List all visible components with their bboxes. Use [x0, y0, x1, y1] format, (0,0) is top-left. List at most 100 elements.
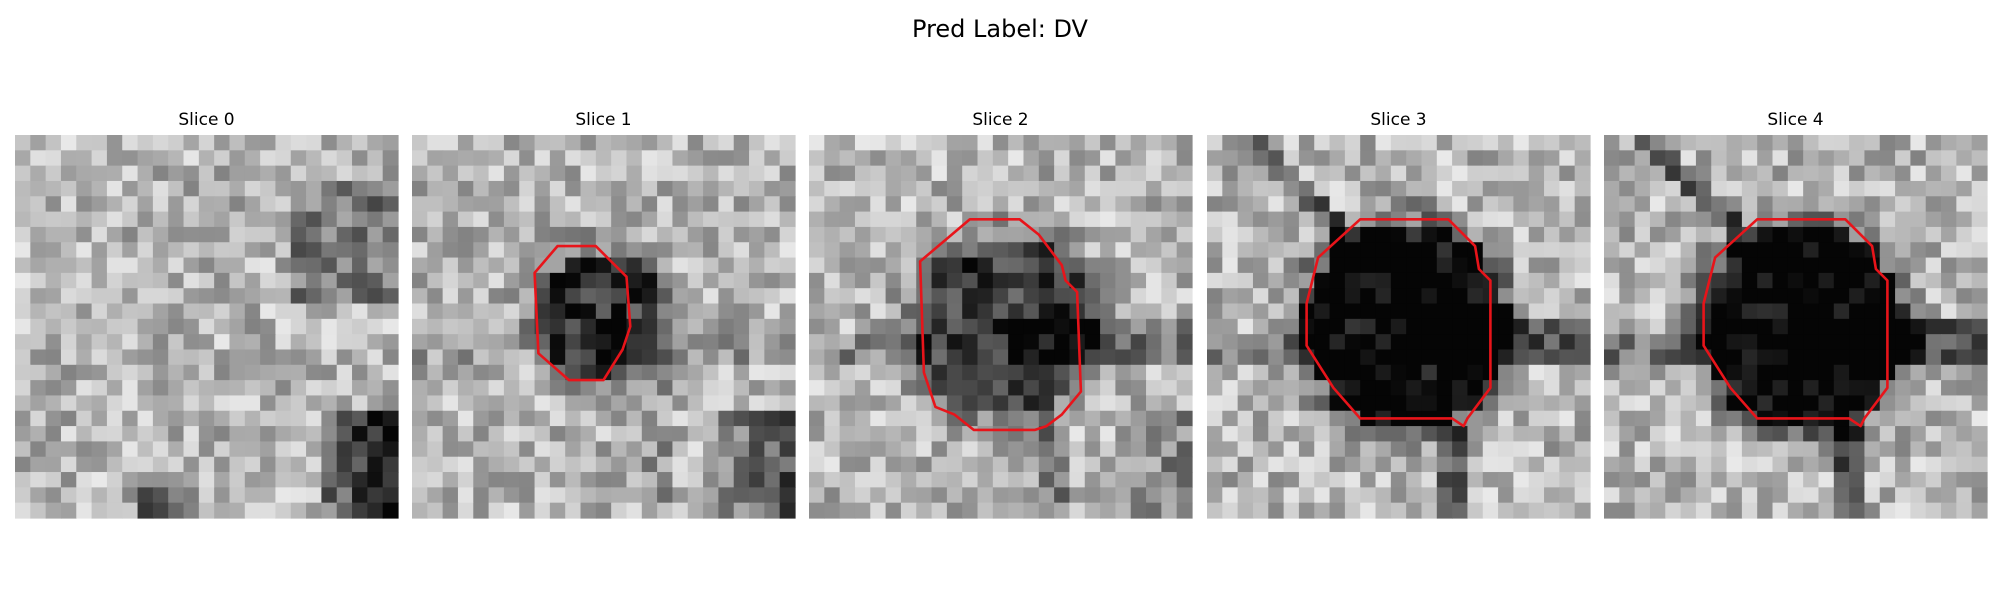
pixel [549, 487, 566, 504]
pixel [427, 410, 444, 427]
pixel [1559, 426, 1576, 442]
pixel [779, 426, 796, 442]
pixel [367, 410, 384, 427]
pixel [198, 165, 215, 182]
pixel [15, 303, 31, 320]
pixel [672, 165, 689, 182]
pixel [1941, 349, 1957, 366]
pixel [1528, 303, 1545, 320]
pixel [580, 165, 597, 182]
pixel [244, 364, 261, 381]
pixel [1069, 364, 1086, 381]
pixel [672, 242, 689, 259]
pixel [1038, 242, 1055, 259]
pixel [76, 441, 93, 458]
pixel [1130, 318, 1147, 335]
pixel [687, 426, 704, 442]
pixel [657, 456, 674, 473]
pixel [1513, 196, 1530, 213]
pixel [977, 364, 994, 381]
pixel [626, 349, 643, 366]
pixel [488, 349, 505, 366]
pixel [854, 318, 871, 335]
pixel [1421, 135, 1438, 151]
pixel [534, 165, 551, 182]
pixel [1452, 426, 1469, 442]
pixel [503, 165, 520, 182]
pixel [457, 196, 474, 213]
pixel [168, 426, 185, 442]
pixel [1115, 196, 1132, 213]
pixel [687, 257, 704, 274]
pixel [1574, 410, 1591, 427]
pixel [1711, 441, 1728, 458]
pixel [260, 487, 277, 504]
pixel [1038, 334, 1055, 351]
pixel [1803, 380, 1820, 397]
pixel [809, 441, 825, 458]
pixel [214, 211, 231, 228]
pixel [1268, 288, 1285, 305]
pixel [1711, 318, 1728, 335]
pixel [1038, 272, 1055, 289]
pixel [1956, 349, 1973, 366]
pixel [931, 441, 948, 458]
pixel [1115, 303, 1132, 320]
pixel [367, 242, 384, 259]
pixel [488, 211, 505, 228]
pixel [1360, 502, 1377, 519]
pixel [1482, 165, 1499, 182]
pixel [473, 487, 490, 504]
pixel [1084, 349, 1101, 366]
pixel [718, 334, 735, 351]
pixel [1375, 180, 1392, 197]
pixel [1695, 180, 1712, 197]
pixel [1956, 487, 1973, 504]
pixel [76, 349, 93, 366]
pixel [534, 272, 551, 289]
pixel [1482, 150, 1499, 167]
pixel [595, 364, 612, 381]
pixel [1390, 380, 1407, 397]
pixel [1680, 135, 1697, 151]
pixel [1941, 487, 1957, 504]
pixel [611, 318, 628, 335]
pixel [1237, 349, 1254, 366]
pixel [1298, 441, 1315, 458]
pixel [306, 196, 322, 213]
pixel [1711, 334, 1728, 351]
pixel [611, 196, 628, 213]
pixel [1436, 180, 1453, 197]
pixel [870, 487, 887, 504]
pixel [626, 135, 643, 151]
pixel [931, 364, 948, 381]
pixel [718, 257, 735, 274]
pixel [229, 318, 246, 335]
pixel [1084, 303, 1101, 320]
pixel [1818, 135, 1835, 151]
pixel [1864, 441, 1881, 458]
pixel [1207, 242, 1223, 259]
pixel [1498, 395, 1514, 412]
pixel [672, 349, 689, 366]
pixel [1176, 165, 1193, 182]
pixel [1008, 380, 1025, 397]
pixel [76, 150, 93, 167]
pixel [1634, 180, 1651, 197]
pixel [1680, 196, 1697, 213]
pixel [611, 272, 628, 289]
pixel [916, 257, 933, 274]
pixel [1925, 242, 1942, 259]
pixel [977, 502, 994, 519]
pixel [1482, 226, 1499, 243]
pixel [457, 472, 474, 488]
pixel [76, 487, 93, 504]
pixel [718, 349, 735, 366]
pixel [1604, 349, 1620, 366]
pixel [183, 487, 200, 504]
pixel [1498, 318, 1514, 335]
pixel [1390, 456, 1407, 473]
pixel [1879, 410, 1896, 427]
pixel [1574, 303, 1591, 320]
pixel [427, 502, 444, 519]
